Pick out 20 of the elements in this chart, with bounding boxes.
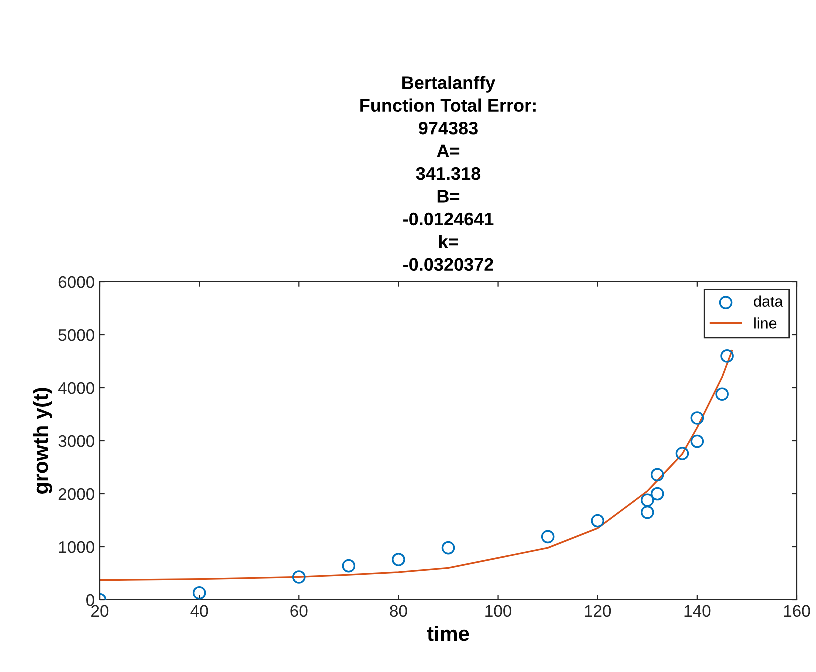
y-tick-label: 6000 bbox=[58, 276, 94, 288]
x-tick-label: 20 bbox=[92, 605, 109, 618]
x-axis-title: time bbox=[427, 626, 470, 642]
x-tick-label: 80 bbox=[390, 605, 408, 618]
y-tick-label: 2000 bbox=[58, 488, 94, 500]
x-tick-label: 140 bbox=[684, 605, 711, 618]
y-tick-label: 5000 bbox=[58, 329, 94, 342]
x-tick-label: 60 bbox=[290, 605, 308, 618]
y-tick-label: 3000 bbox=[58, 435, 94, 448]
legend-label: line bbox=[754, 318, 777, 329]
legend-label: data bbox=[754, 296, 784, 307]
y-tick-label: 0 bbox=[86, 594, 94, 606]
y-axis-title: growth y(t) bbox=[33, 388, 53, 494]
chart-title: Bertalanffy Function Total Error: 974383 A= 341.318 B= -0.0124641 k= -0.0320372 bbox=[360, 76, 536, 272]
x-tick-label: 120 bbox=[585, 605, 612, 618]
y-tick-label: 4000 bbox=[58, 382, 94, 394]
x-tick-label: 160 bbox=[784, 605, 810, 618]
y-tick-label: 1000 bbox=[59, 541, 94, 554]
x-tick-label: 40 bbox=[190, 605, 208, 618]
x-tick-label: 100 bbox=[486, 605, 512, 618]
